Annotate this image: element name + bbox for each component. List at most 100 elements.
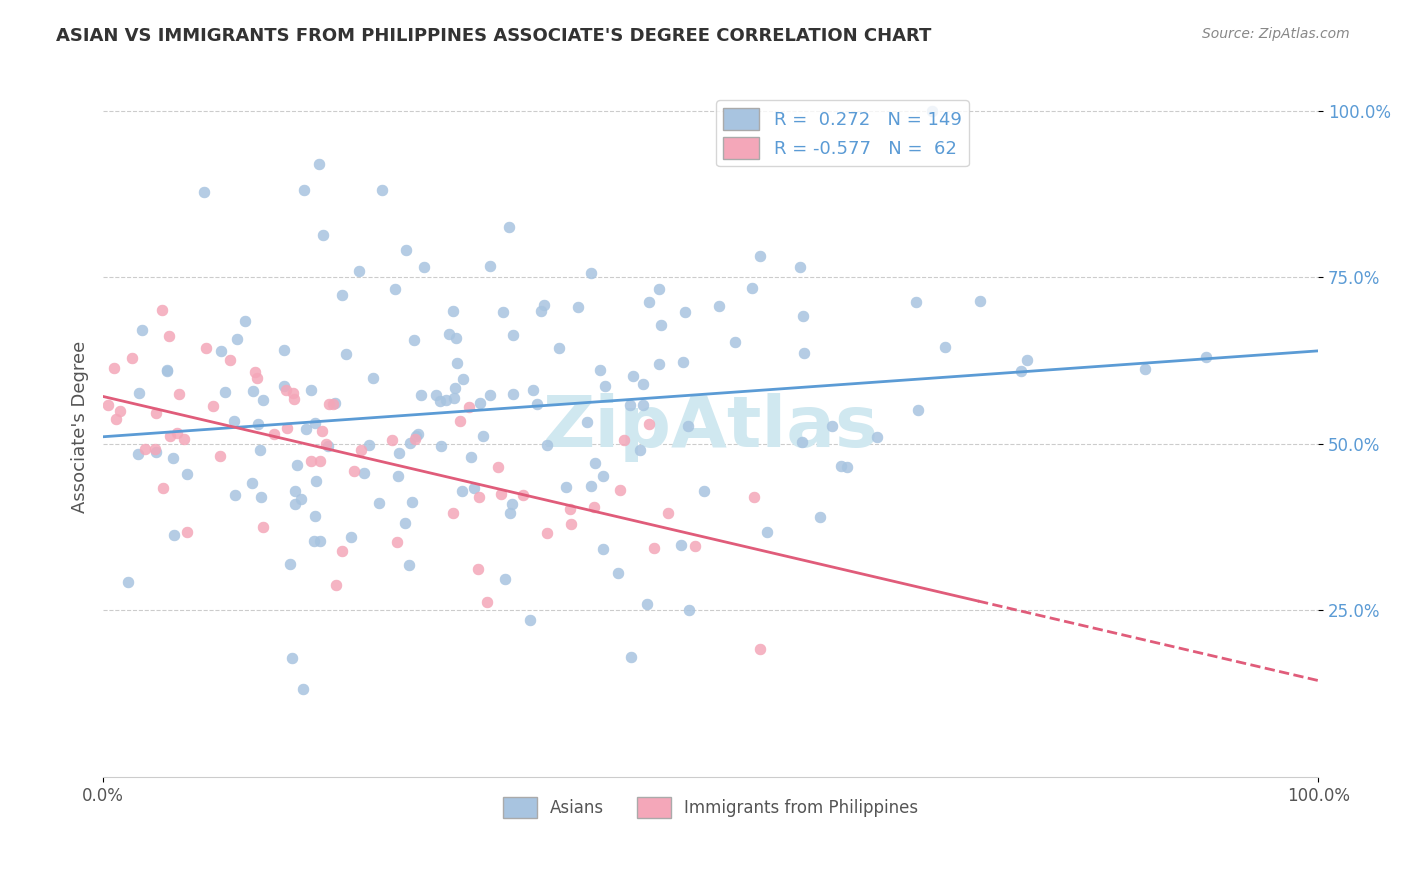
Point (519, 614, 541, 628)
Point (451, 372, 474, 386)
Point (330, 543, 353, 558)
Point (609, 483, 631, 497)
Point (117, 574, 139, 589)
Point (273, 343, 295, 358)
Point (471, 429, 494, 443)
Point (121, 351, 143, 366)
Point (444, 381, 467, 395)
Point (934, 340, 956, 354)
Point (648, 357, 671, 371)
Point (276, 421, 298, 435)
Point (233, 314, 256, 328)
Point (309, 454, 332, 468)
Point (657, 506, 679, 520)
Point (921, 103, 943, 118)
Point (905, 295, 928, 310)
Point (401, 494, 423, 508)
Point (252, 520, 274, 534)
Point (108, 404, 131, 418)
Point (166, 426, 188, 441)
Point (163, 527, 186, 541)
Point (512, 488, 534, 502)
Point (312, 227, 335, 242)
Point (631, 377, 654, 392)
Point (446, 331, 468, 345)
Point (650, 318, 672, 332)
Point (673, 305, 696, 319)
Point (592, 541, 614, 556)
Point (157, 328, 180, 343)
Point (280, 651, 302, 665)
Point (302, 533, 325, 548)
Point (283, 386, 305, 401)
Point (224, 488, 246, 502)
Point (533, 298, 555, 312)
Point (222, 414, 245, 428)
Point (907, 402, 929, 417)
Point (631, 398, 654, 412)
Point (558, 501, 581, 516)
Point (150, 302, 173, 317)
Point (398, 435, 420, 450)
Point (387, 535, 409, 549)
Point (176, 467, 198, 481)
Point (475, 594, 498, 608)
Point (194, 341, 217, 355)
Point (441, 506, 464, 520)
Point (619, 398, 641, 412)
Point (1010, 364, 1032, 378)
Point (387, 469, 409, 483)
Point (134, 442, 156, 457)
Point (467, 562, 489, 576)
Point (489, 487, 512, 501)
Point (425, 387, 447, 401)
Point (295, 422, 318, 436)
Point (451, 483, 474, 498)
Point (430, 439, 453, 453)
Point (242, 384, 264, 398)
Point (412, 260, 434, 274)
Point (678, 603, 700, 617)
Point (162, 451, 184, 466)
Point (304, 509, 326, 524)
Point (311, 424, 333, 438)
Point (536, 525, 558, 540)
Text: ZipAtlas: ZipAtlas (543, 392, 879, 462)
Point (226, 332, 249, 346)
Point (169, 387, 191, 401)
Point (105, 412, 128, 426)
Point (707, 299, 730, 313)
Point (131, 322, 153, 336)
Text: ASIAN VS IMMIGRANTS FROM PHILIPPINES ASSOCIATE'S DEGREE CORRELATION CHART: ASIAN VS IMMIGRANTS FROM PHILIPPINES ASS… (56, 27, 932, 45)
Point (361, 371, 384, 385)
Point (322, 397, 344, 411)
Point (434, 392, 457, 407)
Point (285, 458, 308, 472)
Point (470, 396, 492, 410)
Point (502, 386, 524, 401)
Point (536, 438, 558, 452)
Point (406, 426, 429, 441)
Point (793, 345, 815, 359)
Point (243, 365, 266, 379)
Point (240, 475, 263, 490)
Point (429, 393, 451, 408)
Point (325, 578, 347, 592)
Point (316, 439, 339, 453)
Point (273, 379, 295, 393)
Point (411, 388, 433, 402)
Point (128, 386, 150, 401)
Point (402, 333, 425, 347)
Point (678, 418, 700, 433)
Legend: Asians, Immigrants from Philippines: Asians, Immigrants from Philippines (496, 791, 925, 824)
Point (567, 300, 589, 314)
Point (299, 383, 322, 397)
Point (290, 491, 312, 506)
Point (323, 396, 346, 410)
Point (792, 309, 814, 323)
Point (208, 450, 231, 464)
Point (1015, 352, 1038, 367)
Point (173, 432, 195, 446)
Point (349, 442, 371, 457)
Point (343, 465, 366, 479)
